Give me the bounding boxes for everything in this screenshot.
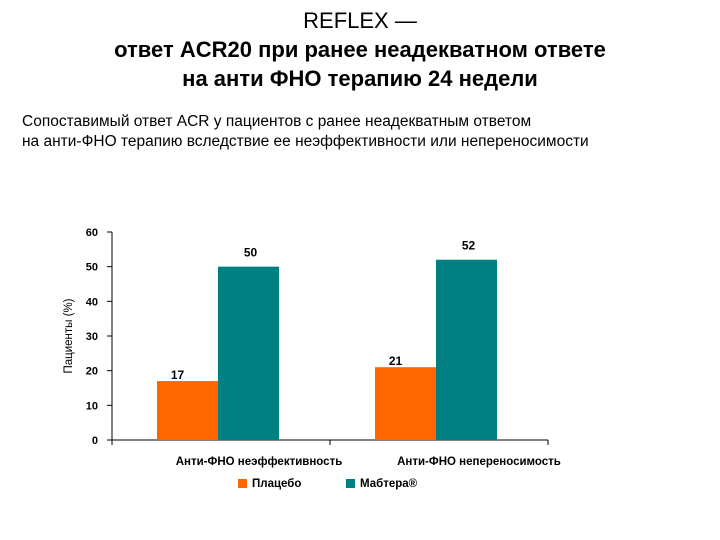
title-line-1: REFLEX —	[303, 8, 417, 33]
data-label: 52	[462, 239, 476, 253]
data-label: 50	[244, 246, 258, 260]
subtitle-line-2: на анти-ФНО терапию вследствие ее неэффе…	[22, 133, 589, 150]
y-tick-label: 50	[86, 262, 98, 274]
legend-swatch	[238, 479, 247, 488]
legend-swatch	[346, 479, 355, 488]
y-tick-label: 40	[86, 296, 98, 308]
slide-subtitle: Сопоставимый ответ ACR у пациентов с ран…	[22, 112, 712, 152]
title-line-2: ответ ACR20 при ранее неадекватном ответ…	[114, 37, 606, 62]
bar-placebo	[375, 367, 436, 440]
subtitle-line-1: Сопоставимый ответ ACR у пациентов с ран…	[22, 113, 532, 130]
data-label: 21	[389, 354, 403, 368]
bar-mabthera	[218, 266, 279, 440]
y-tick-label: 30	[86, 331, 98, 343]
y-tick-label: 0	[92, 435, 98, 447]
title-line-3: на анти ФНО терапию 24 недели	[182, 66, 538, 91]
x-category-label: Анти-ФНО неэффективность	[176, 456, 343, 468]
data-label: 17	[171, 368, 185, 382]
y-tick-label: 10	[86, 400, 98, 412]
y-tick-label: 60	[86, 227, 98, 239]
bar-placebo	[157, 381, 218, 440]
y-tick-label: 20	[86, 366, 98, 378]
x-category-label: Анти-ФНО непереносимость	[397, 456, 561, 468]
legend-label: Мабтера®	[360, 478, 418, 490]
legend-label: Плацебо	[252, 478, 301, 490]
slide-title: REFLEX — ответ ACR20 при ранее неадекват…	[0, 6, 720, 93]
bar-mabthera	[436, 259, 497, 440]
y-axis-label: Пациенты (%)	[63, 298, 75, 373]
